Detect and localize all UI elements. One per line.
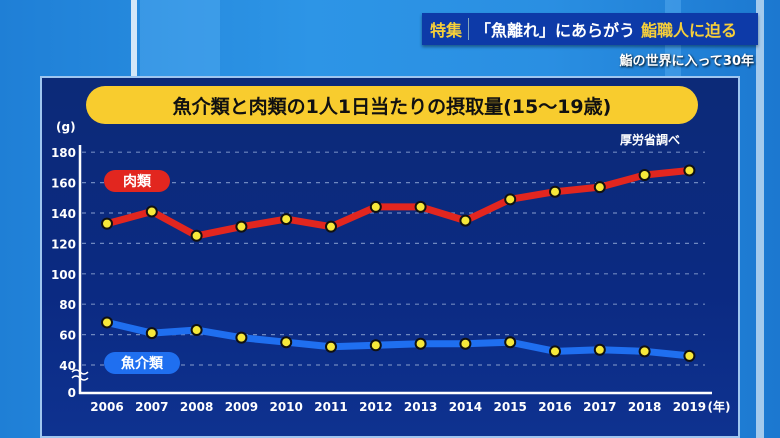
x-tick-label: 2011 [314, 400, 347, 414]
y-tick-label: 140 [51, 207, 76, 221]
x-axis-unit: (年) [708, 399, 731, 414]
data-point [549, 185, 561, 198]
data-point [280, 213, 293, 226]
data-point [101, 316, 113, 329]
data-point [459, 214, 472, 227]
data-point [683, 349, 696, 362]
banner-divider [468, 18, 470, 40]
data-point [593, 181, 606, 194]
y-tick-label: 40 [59, 359, 76, 373]
banner-headline: 「魚離れ」にあらがう [475, 21, 636, 40]
banner-highlight: 鮨職人に迫る [641, 21, 738, 40]
data-point [549, 345, 561, 358]
data-point [325, 220, 337, 233]
data-point [235, 220, 248, 233]
x-tick-label: 2006 [90, 400, 123, 414]
series-line-meat [106, 166, 690, 240]
legend-label: 肉類 [123, 173, 152, 190]
banner-tag: 特集 [430, 21, 463, 40]
x-tick-label: 2010 [269, 400, 302, 414]
axis-break-icon [71, 369, 89, 381]
legend-label: 魚介類 [121, 355, 164, 372]
banner-subtitle: 鮨の世界に入って30年 [619, 54, 754, 69]
x-tick-label: 2008 [180, 400, 213, 414]
y-tick-label: 100 [51, 268, 76, 282]
x-tick-label: 2007 [135, 400, 168, 414]
y-tick-label: 120 [51, 237, 76, 251]
y-tick-label: 80 [59, 298, 76, 312]
data-point [280, 336, 293, 349]
data-point [638, 345, 651, 358]
y-tick-label: 160 [51, 177, 76, 191]
y-tick-label: 0 [68, 386, 76, 400]
data-point [638, 169, 651, 181]
x-tick-label: 2012 [359, 400, 392, 414]
data-point [504, 336, 517, 349]
x-tick-label: 2017 [583, 400, 616, 414]
data-point [414, 337, 427, 350]
background-pillar [756, 0, 764, 438]
chart-panel [40, 76, 740, 438]
data-point [369, 200, 382, 213]
data-point [101, 217, 113, 230]
data-point [235, 331, 248, 344]
y-tick-label: 60 [59, 329, 76, 343]
data-point [190, 324, 203, 337]
legend-pill [104, 352, 180, 374]
data-point [145, 327, 158, 340]
series-line-fish [106, 319, 690, 360]
data-point [593, 343, 606, 356]
data-point [504, 193, 517, 206]
data-point [190, 229, 203, 242]
y-axis-unit: (g) [56, 120, 76, 134]
x-tick-label: 2018 [628, 400, 661, 414]
x-tick-label: 2013 [404, 400, 437, 414]
news-banner: 特集 「魚離れ」にあらがう 鮨職人に迫る [422, 13, 758, 45]
source-note: 厚労省調べ [620, 132, 680, 147]
data-point [414, 200, 427, 213]
x-tick-label: 2015 [493, 400, 526, 414]
data-point [459, 337, 472, 350]
legend-pill [104, 170, 170, 192]
data-point [325, 340, 337, 353]
x-tick-label: 2019 [673, 400, 706, 414]
x-tick-label: 2014 [449, 400, 482, 414]
x-tick-label: 2016 [538, 400, 571, 414]
data-point [369, 339, 382, 352]
chart-title: 魚介類と肉類の1人1日当たりの摂取量(15～19歳) [86, 86, 698, 124]
y-tick-label: 180 [51, 146, 76, 160]
data-point [683, 164, 696, 177]
data-point [145, 205, 158, 218]
x-tick-label: 2009 [225, 400, 258, 414]
